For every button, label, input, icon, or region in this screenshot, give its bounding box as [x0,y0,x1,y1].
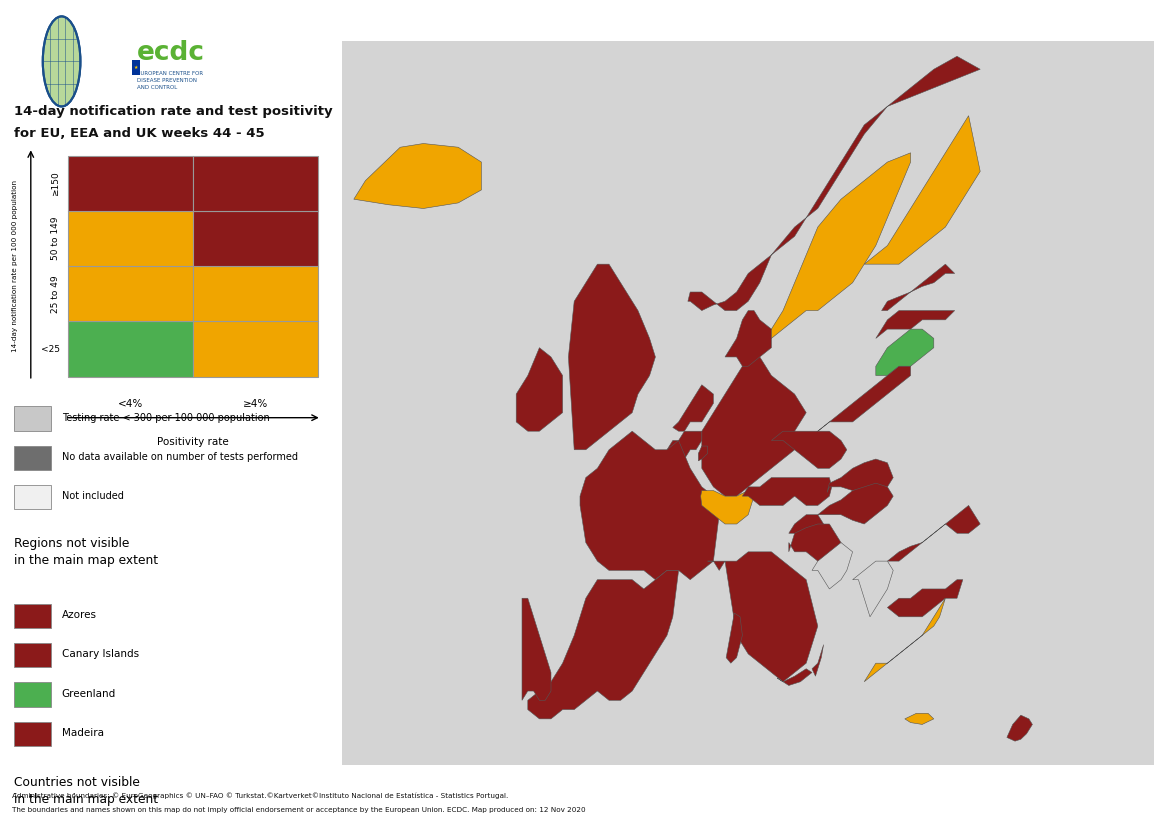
Polygon shape [887,505,980,561]
Polygon shape [789,514,824,533]
Circle shape [43,16,80,106]
Text: ★: ★ [133,65,138,70]
Polygon shape [853,561,893,617]
Bar [14,722,51,746]
Polygon shape [882,265,955,310]
Bar [68,266,194,321]
Text: <25: <25 [41,345,60,354]
Polygon shape [568,265,655,450]
Polygon shape [887,580,963,617]
Polygon shape [673,385,713,431]
Polygon shape [742,477,832,505]
Text: ≥4%: ≥4% [244,399,268,409]
Polygon shape [864,598,945,681]
Bar [14,446,51,470]
Bar [14,682,51,707]
Polygon shape [864,115,980,265]
Text: Administrative boundaries: © EuroGeographics © UN–FAO © Turkstat.©Kartverket©Ins: Administrative boundaries: © EuroGeograp… [12,793,508,799]
Bar [14,406,51,431]
Text: Regions not visible
in the main map extent: Regions not visible in the main map exte… [14,537,158,568]
Bar [194,266,318,321]
Polygon shape [748,153,911,348]
Text: ≥150: ≥150 [51,171,60,196]
Bar [132,60,140,75]
Bar [68,210,194,266]
Polygon shape [812,645,824,676]
Bar [194,210,318,266]
Text: The boundaries and names shown on this map do not imply official endorsement or : The boundaries and names shown on this m… [12,808,586,813]
Polygon shape [528,570,679,719]
Text: 50 to 149: 50 to 149 [51,217,60,260]
Polygon shape [876,329,934,376]
Polygon shape [1007,715,1032,741]
Bar [194,156,318,210]
Polygon shape [708,552,818,681]
Polygon shape [905,713,934,725]
Polygon shape [725,310,771,366]
Polygon shape [812,542,853,589]
Text: Countries not visible
in the main map extent: Countries not visible in the main map ex… [14,776,158,807]
Text: <4%: <4% [118,399,144,409]
Polygon shape [516,348,563,431]
Polygon shape [661,431,702,459]
Polygon shape [698,446,708,461]
Polygon shape [701,491,754,524]
Bar [68,321,194,377]
Text: Greenland: Greenland [61,689,116,699]
Bar [14,643,51,667]
Bar [68,156,194,210]
Polygon shape [818,483,893,524]
Bar [194,321,318,377]
Polygon shape [876,310,955,338]
Text: Madeira: Madeira [61,728,103,738]
Polygon shape [702,357,806,496]
Text: 14-day notification rate and test positivity: 14-day notification rate and test positi… [14,105,332,118]
Text: 25 to 49: 25 to 49 [51,275,60,313]
Polygon shape [795,366,911,450]
Polygon shape [522,598,551,700]
Text: Positivity rate: Positivity rate [158,437,230,446]
Text: Azores: Azores [61,610,96,620]
Text: Not included: Not included [61,491,123,501]
Polygon shape [789,524,847,580]
Polygon shape [771,431,847,468]
Bar [14,485,51,509]
Polygon shape [354,143,481,209]
Polygon shape [342,42,1154,765]
Text: ecdc: ecdc [137,40,205,66]
Bar [14,604,51,628]
Text: No data available on number of tests performed: No data available on number of tests per… [61,452,298,462]
Text: for EU, EEA and UK weeks 44 - 45: for EU, EEA and UK weeks 44 - 45 [14,127,264,140]
Text: Canary Islands: Canary Islands [61,649,139,659]
Text: 14-day notification rate per 100 000 population: 14-day notification rate per 100 000 pop… [13,180,19,352]
Text: Testing rate < 300 per 100 000 population: Testing rate < 300 per 100 000 populatio… [61,413,269,423]
Polygon shape [777,669,812,686]
Polygon shape [827,459,893,492]
Polygon shape [688,57,980,310]
Polygon shape [580,431,719,580]
Polygon shape [726,613,742,663]
Text: EUROPEAN CENTRE FOR
DISEASE PREVENTION
AND CONTROL: EUROPEAN CENTRE FOR DISEASE PREVENTION A… [137,71,203,90]
